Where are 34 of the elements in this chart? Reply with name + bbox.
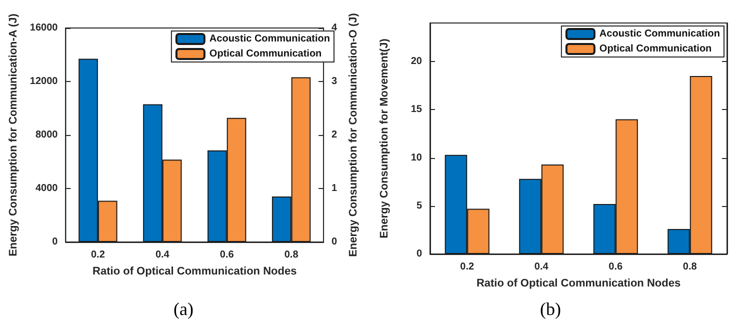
x-axis-title: Ratio of Optical Communication Nodes bbox=[476, 278, 681, 290]
x-tick-label: 0.2 bbox=[90, 250, 106, 260]
y-axis-title: Energy Consumption for Movement(J) bbox=[378, 38, 390, 238]
y-tick-label: 16000 bbox=[30, 22, 58, 34]
x-tick-label: 0.4 bbox=[155, 250, 170, 260]
text: (b) bbox=[540, 299, 562, 319]
y-tick-label: 0 bbox=[52, 236, 58, 248]
x-tick-label: 0.8 bbox=[682, 262, 698, 272]
legend-label: Acoustic Communication bbox=[599, 28, 720, 40]
y-tick-label: 20 bbox=[410, 56, 422, 67]
legend-label: Optical Communication bbox=[599, 44, 712, 54]
y-tick-label: 5 bbox=[416, 200, 422, 212]
y-tick-label: 12000 bbox=[30, 76, 58, 87]
y2-tick-label: 3 bbox=[332, 76, 338, 87]
x-tick-label: 0.4 bbox=[534, 262, 549, 272]
y2-tick-label: 1 bbox=[332, 183, 338, 194]
y-tick-label: 15 bbox=[410, 104, 422, 116]
y-tick-label: 0 bbox=[416, 248, 422, 260]
y-axis-title: Energy Consumption for Communication-A (J) bbox=[8, 13, 20, 256]
y2-tick-label: 2 bbox=[332, 130, 338, 140]
x-tick-label: 0.8 bbox=[284, 250, 299, 260]
legend-label: Acoustic Communication bbox=[209, 34, 330, 44]
y-tick-label: 10 bbox=[410, 152, 422, 164]
x-tick-label: 0.6 bbox=[220, 250, 234, 260]
x-tick-label: 0.6 bbox=[608, 262, 624, 272]
y2-tick-label: 0 bbox=[332, 236, 338, 248]
y-tick-label: 4000 bbox=[35, 183, 58, 194]
x-tick-label: 0.2 bbox=[460, 262, 475, 272]
y2-tick-label: 4 bbox=[332, 22, 338, 34]
text: (a) bbox=[174, 299, 194, 319]
legend-label: Optical Communication bbox=[209, 48, 322, 60]
y2-axis-title: Energy Consumption for Communication-O (J) bbox=[348, 12, 360, 257]
x-axis-title: Ratio of Optical Communication Nodes bbox=[92, 266, 297, 278]
y-tick-label: 8000 bbox=[35, 130, 58, 140]
